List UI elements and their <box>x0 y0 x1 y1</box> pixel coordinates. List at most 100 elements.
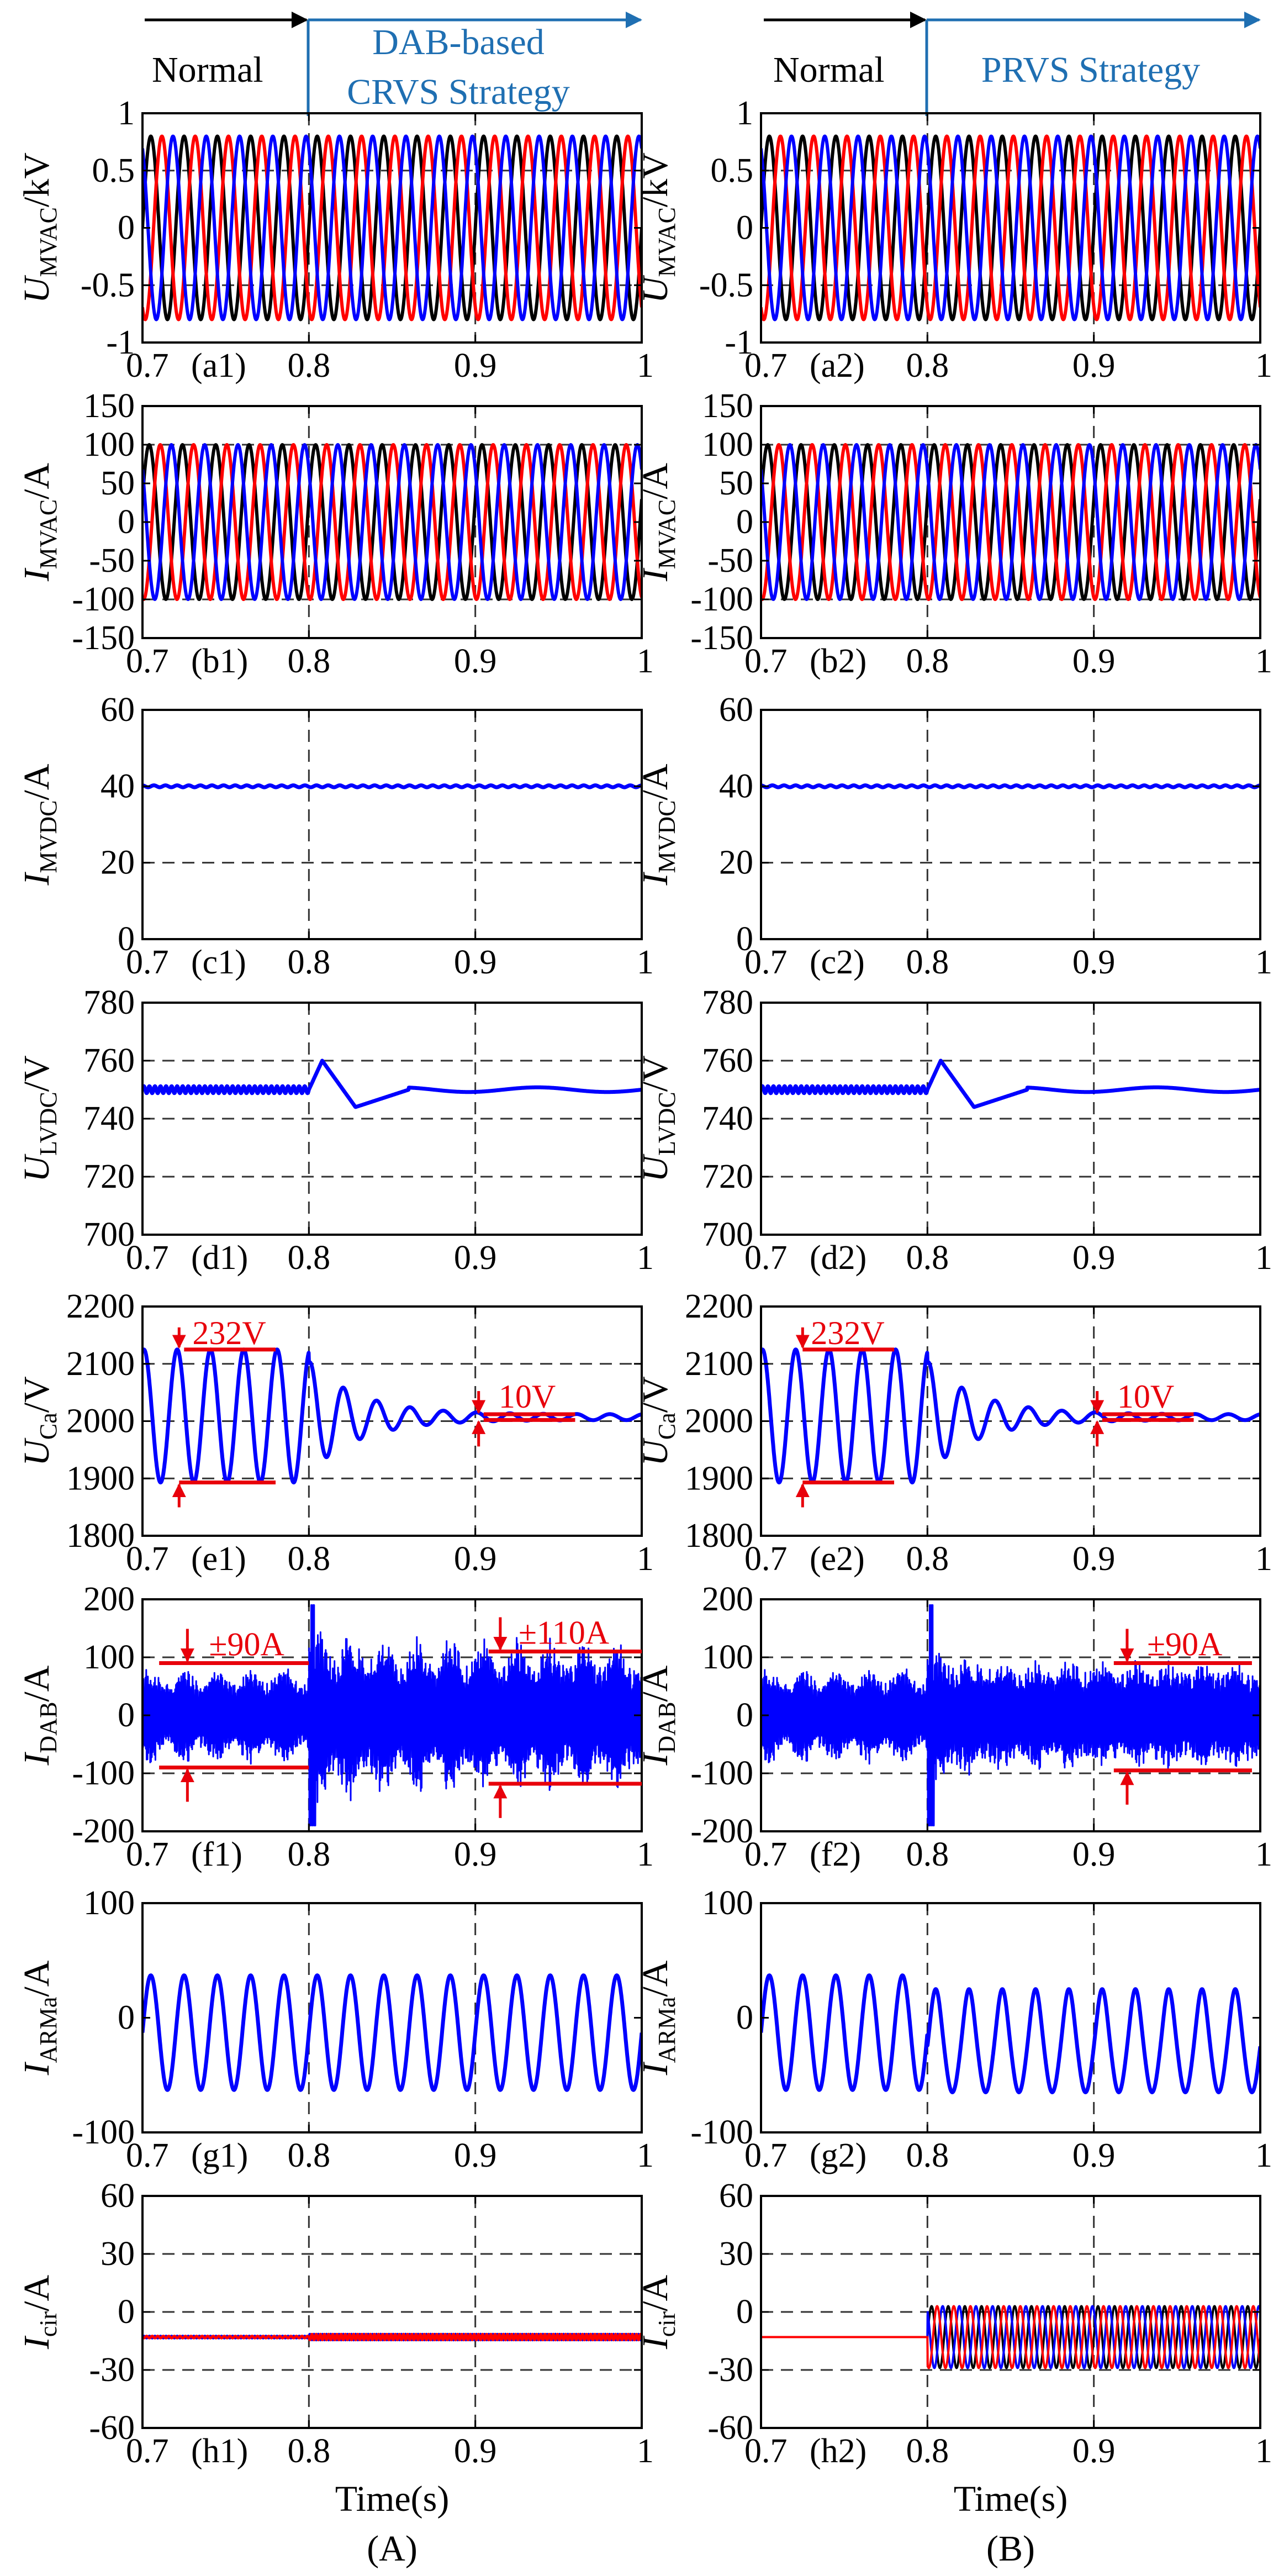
xtick-label: 1 <box>1255 642 1272 680</box>
annot-10-label: 10V <box>1117 1378 1174 1415</box>
ytick-label: 0 <box>736 1999 753 2037</box>
xtick-label: 0.9 <box>1072 2137 1116 2174</box>
ylabel-unit: /A <box>635 763 675 800</box>
xtick-label: 1 <box>637 944 654 981</box>
ylabel-main: U <box>17 275 57 303</box>
panel-a2: 10.50-0.5-10.7 0.8 0.9 1(a2)UMVAC/kV <box>635 94 1272 384</box>
column-label-b: (B) <box>986 2528 1035 2569</box>
ylabel-unit: /A <box>17 763 57 800</box>
xtick-label: 0.9 <box>1072 2432 1116 2470</box>
ylabel-unit: /V <box>635 1376 675 1413</box>
ylabel: IMVDC/A <box>17 763 62 886</box>
ytick-label: 1 <box>736 94 753 132</box>
ytick-label: 100 <box>83 1884 135 1922</box>
xtick-label: 0.7 <box>744 1836 788 1873</box>
xtick-label: 0.9 <box>454 2432 497 2470</box>
subplot-tag: (d1) <box>191 1239 248 1277</box>
xlabel-right: Time(s) <box>954 2479 1068 2519</box>
ylabel-main: U <box>635 1437 675 1466</box>
xtick-label: 0.8 <box>288 1239 331 1277</box>
ytick-label: 0 <box>736 503 753 541</box>
ylabel-unit: /A <box>17 1665 57 1701</box>
subplot-tag: (h1) <box>191 2432 248 2470</box>
subplot-tag: (c2) <box>810 944 865 981</box>
ytick-label: 60 <box>101 2177 135 2215</box>
ytick-label: 0 <box>118 503 135 541</box>
panel-a1: 1 0.5 0 -0.5 -10.7 0.8 0.9 1 (a1) UMVAC/kV <box>17 94 654 384</box>
subplot-tag: (e1) <box>191 1540 246 1578</box>
header-right-strategy: PRVS Strategy <box>981 50 1200 90</box>
xtick-label: 0.9 <box>1072 1836 1116 1873</box>
ylabel-unit: /A <box>635 2274 675 2311</box>
subplot-tag: (h2) <box>810 2432 866 2470</box>
ytick-label: 0 <box>736 209 753 247</box>
panel-c2: 60402000.7 0.8 0.9 1(c2)IMVDC/A <box>635 691 1272 981</box>
ylabel-sub: cir <box>35 2311 62 2337</box>
xtick-label: 0.7 <box>744 1540 788 1578</box>
ylabel-sub: ARMa <box>653 1997 680 2063</box>
ylabel: UCa/V <box>17 1376 62 1466</box>
ylabel-main: U <box>635 1153 675 1182</box>
ytick-label: -150 <box>72 619 135 657</box>
axes-frame <box>761 710 1260 939</box>
ytick-label: 150 <box>83 387 135 425</box>
ytick-label: -100 <box>72 581 135 618</box>
xtick-label: 0.7 <box>126 1239 169 1277</box>
ylabel-sub: ARMa <box>35 1997 62 2063</box>
figure: Normal DAB-based CRVS Strategy Normal PR… <box>0 0 1284 2576</box>
ytick-label: 150 <box>702 387 753 425</box>
ytick-label: 1800 <box>685 1517 753 1555</box>
ytick-label: 0 <box>736 2293 753 2331</box>
ytick-label: 0 <box>118 209 135 247</box>
xtick-label: 0.9 <box>454 642 497 680</box>
subplot-tag: (f1) <box>191 1836 242 1873</box>
subplot-tag: (g1) <box>191 2137 248 2174</box>
ytick-label: 0 <box>736 1697 753 1734</box>
xtick-label: 0.7 <box>744 1239 788 1277</box>
xtick-label: 0.9 <box>454 347 497 384</box>
annot-10-label: 10V <box>499 1378 556 1415</box>
xtick-label: 0.8 <box>288 347 331 384</box>
panel-b1: 150100500-50-100-1500.7 0.8 0.9 1(b1)IMVAC/… <box>17 387 654 680</box>
ytick-label: 0 <box>118 1999 135 2037</box>
ytick-label: -100 <box>72 1755 135 1792</box>
xtick-label: 0.8 <box>288 1836 331 1873</box>
series-line-d1-0 <box>142 1061 642 1107</box>
ytick-label: -100 <box>690 581 753 618</box>
panel-h2: 60 30 0 -30 -600.7 0.8 0.9 1 (h2) Icir/A <box>635 2177 1272 2470</box>
ylabel-unit: /V <box>17 1055 57 1092</box>
ytick-label: 740 <box>83 1100 135 1137</box>
ytick-label: 100 <box>83 426 135 463</box>
xtick-label: 0.7 <box>126 2432 169 2470</box>
ytick-label: 200 <box>83 1581 135 1618</box>
ylabel: IARMa/A <box>17 1960 62 2075</box>
ytick-label: 1 <box>118 94 135 132</box>
xtick-label: 0.8 <box>906 2432 949 2470</box>
xtick-label: 0.8 <box>288 1540 331 1578</box>
subplot-tag: (d2) <box>810 1239 866 1277</box>
xtick-label: 0.9 <box>1072 1540 1116 1578</box>
xtick-label: 0.7 <box>126 642 169 680</box>
panel-b2: 150100500-50-100-1500.7 0.8 0.9 1(b2)IMVAC/… <box>635 387 1272 680</box>
ylabel: IDAB/A <box>17 1665 62 1766</box>
ytick-label: 740 <box>702 1100 753 1137</box>
xtick-label: 1 <box>1255 1540 1272 1578</box>
xtick-label: 0.8 <box>906 642 949 680</box>
header-left-strategy-line2: CRVS Strategy <box>347 72 570 112</box>
ytick-label: 100 <box>702 426 753 463</box>
subplot-tag: (a1) <box>191 347 246 384</box>
subplot-tag: (f2) <box>810 1836 861 1873</box>
xtick-label: 0.9 <box>454 944 497 981</box>
xtick-label: 0.9 <box>1072 944 1116 981</box>
xtick-label: 0.7 <box>126 347 169 384</box>
ytick-label: 780 <box>702 984 753 1021</box>
panel-h1: 60 30 0 -30 -600.7 0.8 0.9 1 (h1) Icir/A <box>17 2177 654 2470</box>
ytick-label: 60 <box>719 691 753 729</box>
subplot-tag: (c1) <box>191 944 246 981</box>
xtick-label: 0.7 <box>744 642 788 680</box>
ytick-label: 50 <box>719 465 753 502</box>
xtick-label: 0.9 <box>454 2137 497 2174</box>
ytick-label: 40 <box>101 767 135 805</box>
ylabel-sub: LVDC <box>653 1092 680 1156</box>
ytick-label: -50 <box>707 542 753 580</box>
